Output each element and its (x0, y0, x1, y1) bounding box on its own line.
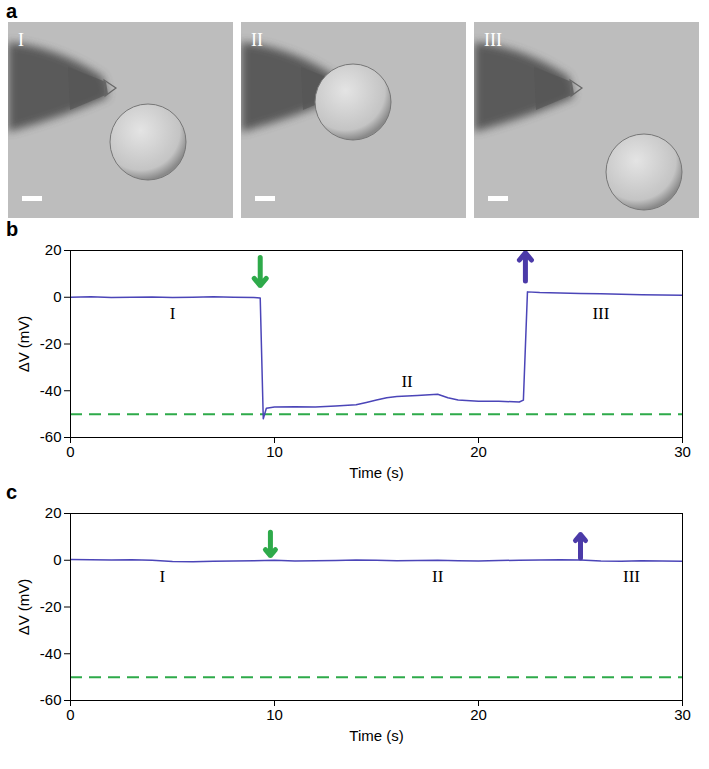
svg-text:10: 10 (266, 706, 283, 723)
svg-text:0: 0 (53, 551, 61, 568)
svg-text:20: 20 (45, 241, 62, 258)
svg-text:ΔV (mV): ΔV (mV) (15, 579, 32, 636)
svg-text:ΔV (mV): ΔV (mV) (15, 316, 32, 373)
svg-text:20: 20 (470, 443, 487, 460)
svg-text:-20: -20 (40, 598, 62, 615)
svg-text:0: 0 (66, 706, 74, 723)
svg-text:30: 30 (674, 443, 691, 460)
svg-text:III: III (592, 304, 609, 323)
svg-text:III: III (623, 567, 640, 586)
svg-text:20: 20 (45, 504, 62, 521)
svg-text:0: 0 (66, 443, 74, 460)
svg-text:II: II (401, 372, 413, 391)
svg-text:20: 20 (470, 706, 487, 723)
svg-text:I: I (159, 567, 165, 586)
svg-text:0: 0 (53, 288, 61, 305)
svg-text:I: I (18, 30, 24, 50)
svg-text:-40: -40 (40, 382, 62, 399)
svg-text:II: II (251, 30, 263, 50)
svg-text:-60: -60 (40, 691, 62, 708)
html-text:c: c (6, 481, 18, 503)
svg-text:I: I (170, 304, 176, 323)
svg-text:II: II (432, 567, 444, 586)
svg-text:Time (s): Time (s) (349, 464, 403, 481)
svg-text:-60: -60 (40, 428, 62, 445)
svg-text:30: 30 (674, 706, 691, 723)
svg-text:III: III (484, 30, 502, 50)
svg-text:Time (s): Time (s) (349, 727, 403, 744)
svg-text:-40: -40 (40, 645, 62, 662)
html-text:a: a (6, 0, 18, 22)
svg-text:10: 10 (266, 443, 283, 460)
html-text:b: b (6, 218, 19, 240)
svg-text:-20: -20 (40, 335, 62, 352)
